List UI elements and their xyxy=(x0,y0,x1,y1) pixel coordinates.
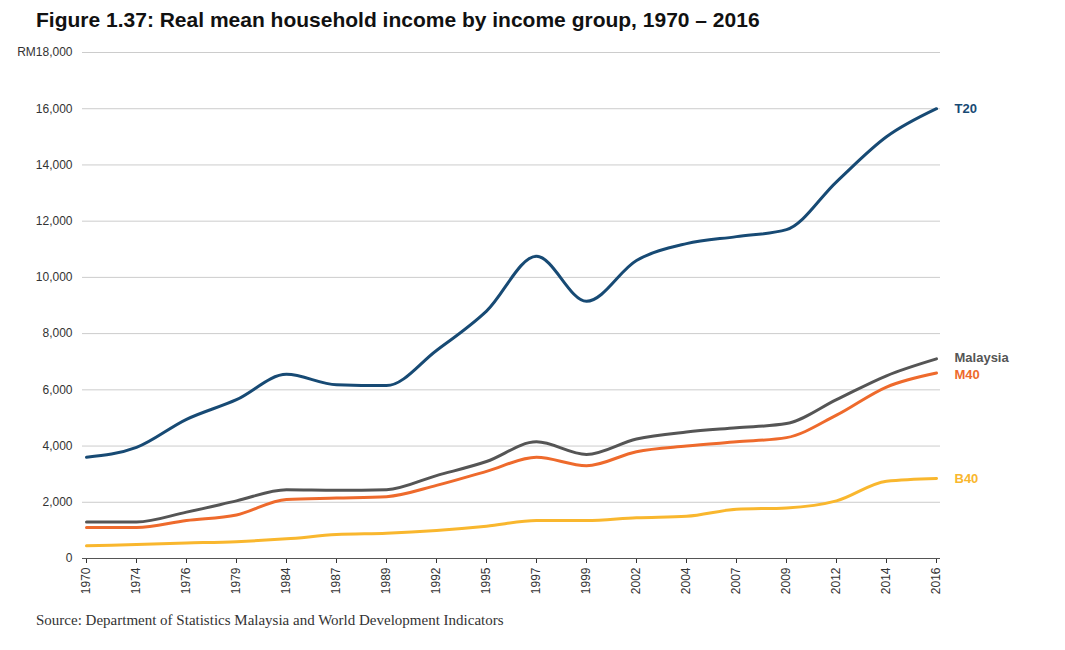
svg-text:1992: 1992 xyxy=(429,567,443,594)
svg-text:1976: 1976 xyxy=(179,567,193,594)
svg-text:Malaysia: Malaysia xyxy=(955,350,1010,365)
svg-text:2012: 2012 xyxy=(829,567,843,594)
svg-text:16,000: 16,000 xyxy=(36,102,73,116)
svg-text:1997: 1997 xyxy=(529,567,543,594)
svg-text:2007: 2007 xyxy=(729,567,743,594)
svg-text:2009: 2009 xyxy=(779,567,793,594)
html-text:Source: Department of Statisti: Source: Department of Statistics Malaysi… xyxy=(36,612,504,628)
svg-text:1999: 1999 xyxy=(579,567,593,594)
svg-text:1974: 1974 xyxy=(129,567,143,594)
svg-text:1984: 1984 xyxy=(279,567,293,594)
svg-text:T20: T20 xyxy=(955,101,977,116)
svg-text:12,000: 12,000 xyxy=(36,214,73,228)
svg-text:1970: 1970 xyxy=(79,567,93,594)
svg-text:1987: 1987 xyxy=(329,567,343,594)
svg-text:1979: 1979 xyxy=(229,567,243,594)
svg-text:6,000: 6,000 xyxy=(42,383,72,397)
svg-text:2004: 2004 xyxy=(679,567,693,594)
svg-text:2016: 2016 xyxy=(929,567,943,594)
svg-text:2014: 2014 xyxy=(879,567,893,594)
svg-text:1989: 1989 xyxy=(379,567,393,594)
svg-text:10,000: 10,000 xyxy=(36,270,73,284)
svg-text:4,000: 4,000 xyxy=(42,439,72,453)
svg-text:M40: M40 xyxy=(955,367,980,382)
svg-text:0: 0 xyxy=(66,551,73,565)
svg-text:2,000: 2,000 xyxy=(42,495,72,509)
svg-text:14,000: 14,000 xyxy=(36,158,73,172)
svg-text:RM18,000: RM18,000 xyxy=(17,45,73,59)
svg-text:1995: 1995 xyxy=(479,567,493,594)
svg-text:2002: 2002 xyxy=(629,567,643,594)
html-text:Figure 1.37: Real mean househo: Figure 1.37: Real mean household income … xyxy=(36,8,760,31)
svg-text:B40: B40 xyxy=(955,471,979,486)
svg-text:8,000: 8,000 xyxy=(42,326,72,340)
